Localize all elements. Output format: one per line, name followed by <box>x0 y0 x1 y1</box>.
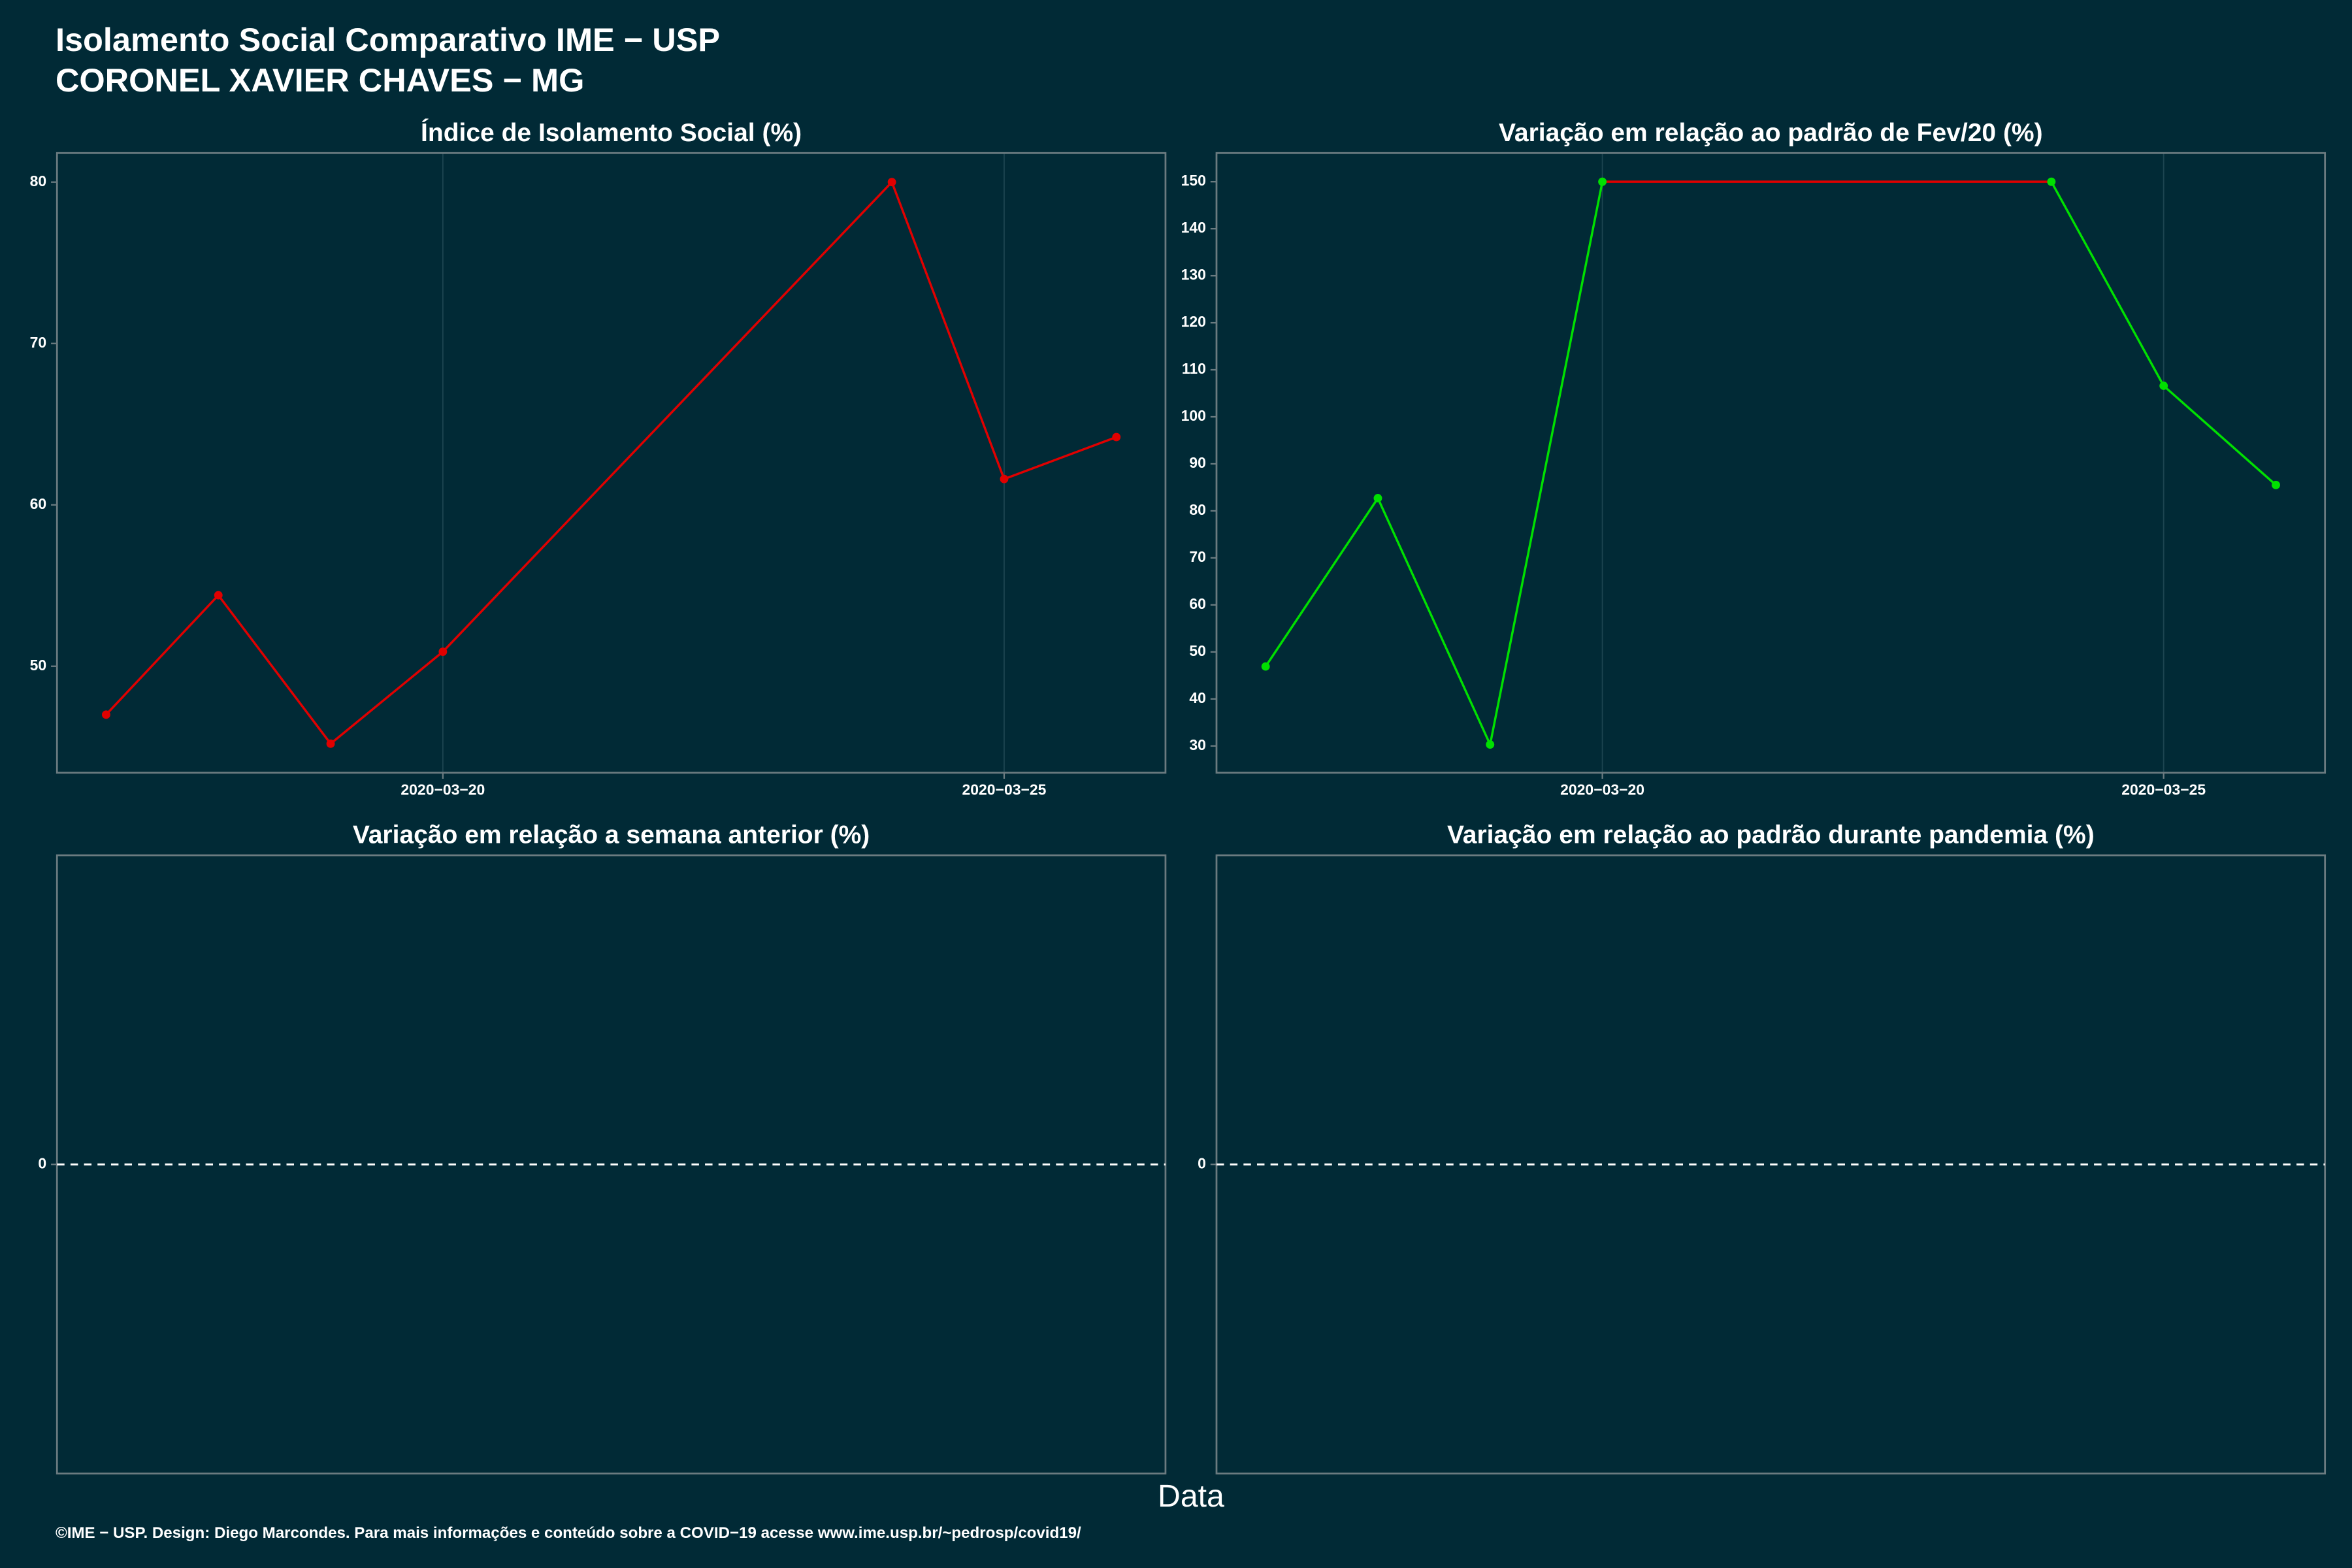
point <box>1000 474 1009 483</box>
point <box>1261 662 1270 671</box>
line-segment <box>217 595 332 745</box>
line-segment <box>1489 181 1604 745</box>
panel-border <box>1215 152 2327 774</box>
x-tick-label: 2020−03−25 <box>962 781 1046 798</box>
line-segment <box>329 651 444 745</box>
point <box>326 739 335 748</box>
title-line: Isolamento Social Comparativo IME − USP <box>56 21 720 58</box>
point <box>214 591 223 600</box>
y-tick-label: 150 <box>1181 172 1206 189</box>
x-tick-label: 2020−03−20 <box>400 781 485 798</box>
point <box>2272 480 2280 489</box>
y-tick-label: 60 <box>1189 595 1206 612</box>
point <box>2047 177 2056 186</box>
point <box>1598 177 1607 186</box>
y-tick-label: 80 <box>30 172 47 189</box>
panel-title: Variação em relação a semana anterior (%… <box>353 821 870 849</box>
y-tick-label: 0 <box>38 1154 46 1171</box>
y-tick-label: 140 <box>1181 219 1206 236</box>
point <box>1373 494 1382 502</box>
line-segment <box>1004 436 1117 480</box>
y-tick-label: 60 <box>30 495 47 512</box>
y-tick-label: 50 <box>1189 642 1206 659</box>
point <box>887 178 896 187</box>
y-tick-label: 100 <box>1181 407 1206 424</box>
point <box>1112 433 1121 442</box>
panel-title: Índice de Isolamento Social (%) <box>421 118 802 147</box>
line-segment <box>2163 385 2277 486</box>
line-segment <box>1264 497 1379 668</box>
point <box>438 647 448 656</box>
y-tick-label: 30 <box>1189 736 1206 753</box>
line-segment <box>890 182 1005 480</box>
title-line: CORONEL XAVIER CHAVES − MG <box>56 61 584 99</box>
y-tick-label: 50 <box>30 657 47 674</box>
x-tick-label: 2020−03−20 <box>1560 781 1644 798</box>
panel-title: Variação em relação ao padrão durante pa… <box>1447 821 2095 849</box>
line-segment <box>105 594 220 716</box>
y-tick-label: 70 <box>30 334 47 351</box>
panel-border <box>56 152 1167 774</box>
point <box>1486 740 1495 749</box>
panel-title: Variação em relação ao padrão de Fev/20 … <box>1499 119 2043 147</box>
y-tick-label: 120 <box>1181 313 1206 330</box>
point <box>2159 382 2168 390</box>
x-tick-label: 2020−03−25 <box>2121 781 2206 798</box>
y-tick-label: 0 <box>1198 1154 1206 1171</box>
y-tick-label: 70 <box>1189 548 1206 565</box>
line-segment <box>1377 497 1492 745</box>
line-segment <box>442 181 893 653</box>
y-tick-label: 40 <box>1189 689 1206 706</box>
y-tick-label: 130 <box>1181 266 1206 283</box>
point <box>101 710 110 719</box>
y-tick-label: 90 <box>1189 454 1206 471</box>
line-segment <box>2050 181 2165 387</box>
y-tick-label: 110 <box>1182 360 1206 377</box>
caption: ©IME − USP. Design: Diego Marcondes. Par… <box>56 1524 1081 1542</box>
y-tick-label: 80 <box>1189 501 1206 518</box>
x-axis-title: Data <box>1158 1478 1224 1514</box>
